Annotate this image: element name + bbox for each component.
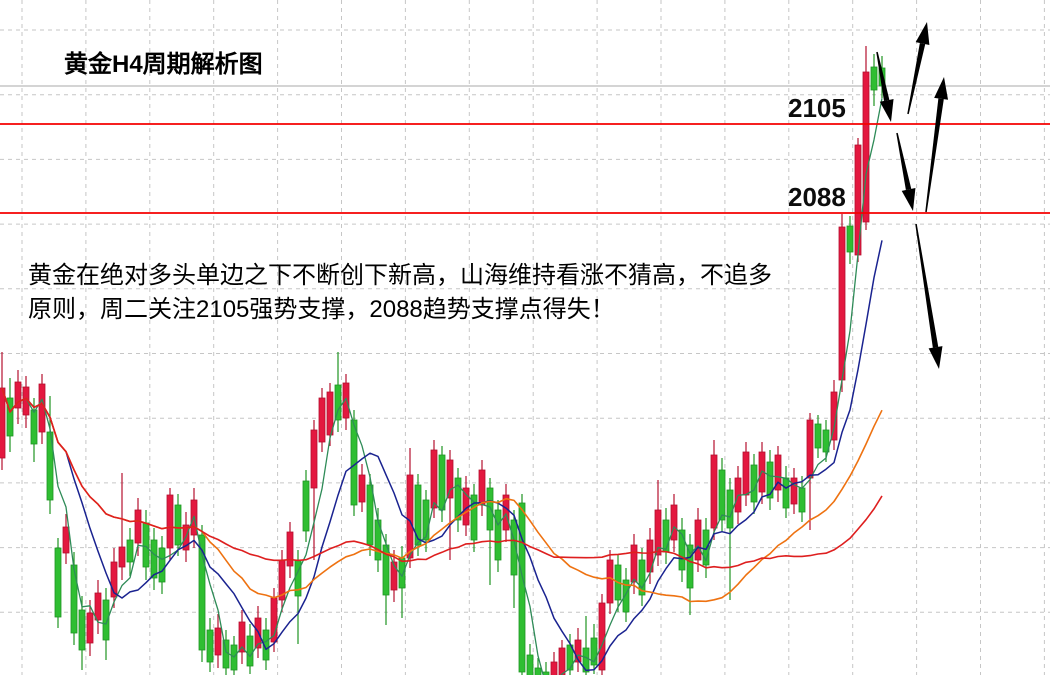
support-price-label: 2088: [788, 182, 846, 212]
ma-mid: [1, 240, 883, 672]
chart-title: 黄金H4周期解析图: [64, 51, 263, 78]
trend-arrows: [876, 22, 949, 369]
analysis-annotation: 黄金在绝对多头单边之下不断创下新高，山海维持看涨不猜高，不追多 原则，周二关注2…: [28, 262, 772, 323]
support-resistance-lines: [0, 123, 1050, 214]
resistance-price-label: 2105: [788, 93, 846, 123]
candles: [0, 46, 886, 675]
ma-slowest: [1, 387, 883, 569]
ma-lines: [1, 98, 883, 675]
ma-fast: [1, 98, 883, 675]
